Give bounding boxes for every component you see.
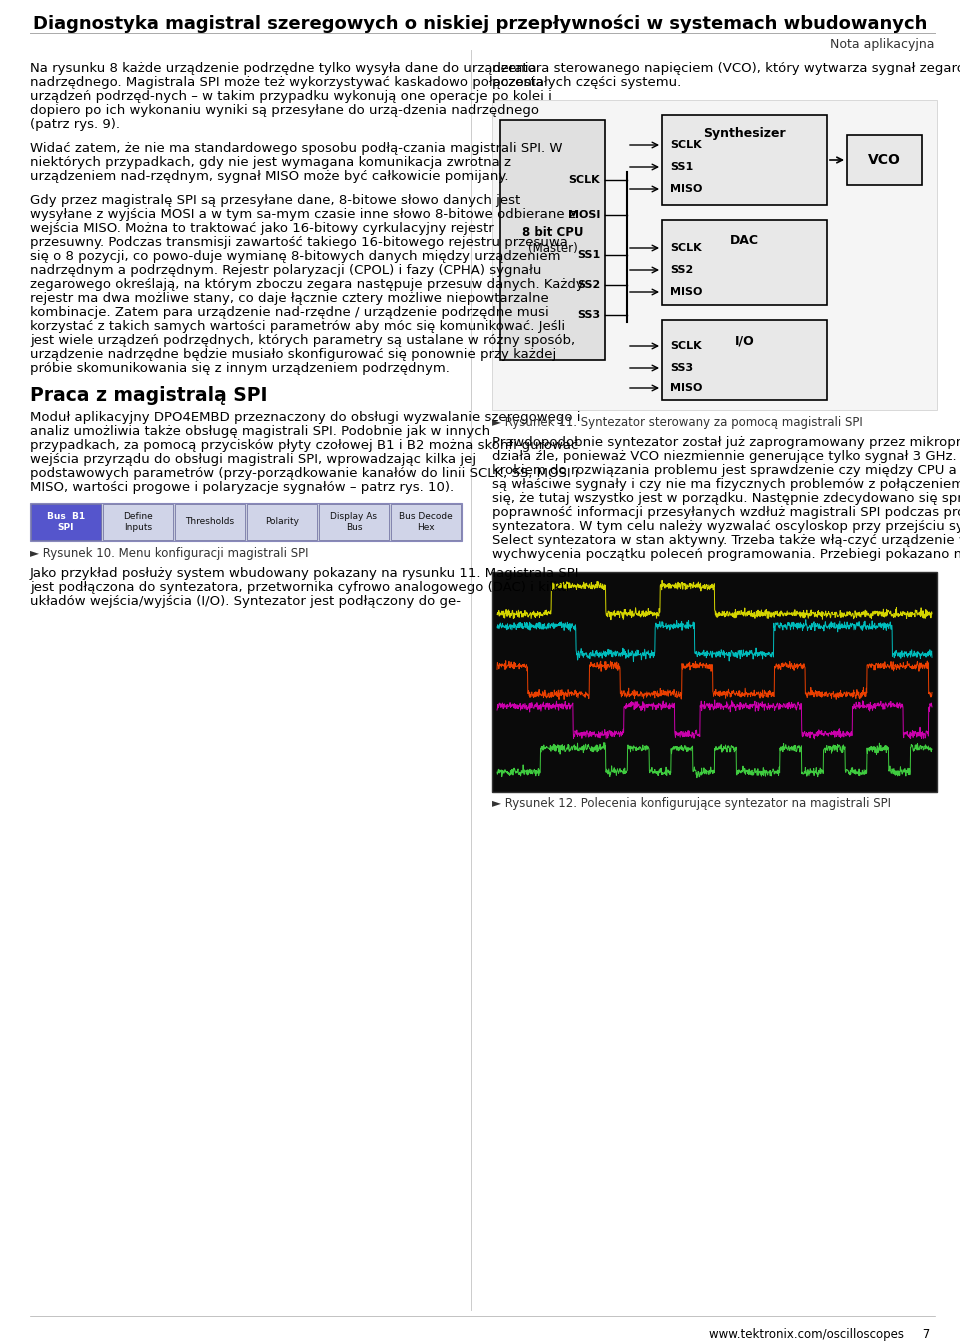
Text: przesuwny. Podczas transmisji zawartość takiego 16-bitowego rejestru przesuwa: przesuwny. Podczas transmisji zawartość … — [30, 236, 568, 249]
Text: pozostałych części systemu.: pozostałych części systemu. — [492, 76, 682, 89]
Text: nadrzędnego. Magistrala SPI może też wykorzystywać kaskadowo połączenia: nadrzędnego. Magistrala SPI może też wyk… — [30, 76, 543, 89]
Text: układów wejścia/wyjścia (I/O). Syntezator jest podłączony do ge-: układów wejścia/wyjścia (I/O). Syntezato… — [30, 595, 461, 607]
Text: SCLK: SCLK — [670, 243, 702, 253]
Text: SS1: SS1 — [577, 249, 600, 260]
Text: Diagnostyka magistral szeregowych o niskiej przepływności w systemach wbudowanyc: Diagnostyka magistral szeregowych o nisk… — [33, 13, 927, 32]
Text: www.tektronix.com/oscilloscopes     7: www.tektronix.com/oscilloscopes 7 — [708, 1328, 930, 1341]
Text: poprawność informacji przesyłanych wzdłuż magistrali SPI podczas programowania: poprawność informacji przesyłanych wzdłu… — [492, 506, 960, 519]
Text: Bus  B1
SPI: Bus B1 SPI — [47, 512, 85, 531]
FancyBboxPatch shape — [662, 220, 827, 304]
Text: MISO: MISO — [670, 287, 703, 296]
Text: działa źle, ponieważ VCO niezmiennie generujące tylko sygnał 3 GHz. Pierwszym: działa źle, ponieważ VCO niezmiennie gen… — [492, 451, 960, 463]
Text: Bus Decode
Hex: Bus Decode Hex — [399, 512, 453, 531]
Text: I/O: I/O — [734, 334, 755, 347]
Text: (patrz rys. 9).: (patrz rys. 9). — [30, 118, 120, 131]
Text: korzystać z takich samych wartości parametrów aby móc się komunikować. Jeśli: korzystać z takich samych wartości param… — [30, 320, 565, 333]
Text: są właściwe sygnały i czy nie ma fizycznych problemów z połączeniem. Okazało: są właściwe sygnały i czy nie ma fizyczn… — [492, 477, 960, 491]
Text: Praca z magistralą SPI: Praca z magistralą SPI — [30, 386, 268, 405]
Text: Define
Inputs: Define Inputs — [123, 512, 153, 531]
Text: przypadkach, za pomocą przycisków płyty czołowej B1 i B2 można skonfi-gurować: przypadkach, za pomocą przycisków płyty … — [30, 439, 578, 452]
Text: neratora sterowanego napięciem (VCO), który wytwarza sygnał zegarowy 2,5 GHz dla: neratora sterowanego napięciem (VCO), kt… — [492, 62, 960, 75]
Text: rejestr ma dwa możliwe stany, co daje łącznie cztery możliwe niepowtarzalne: rejestr ma dwa możliwe stany, co daje łą… — [30, 292, 549, 304]
Text: się, że tutaj wszystko jest w porządku. Następnie zdecydowano się sprawdzić: się, że tutaj wszystko jest w porządku. … — [492, 492, 960, 506]
Text: VCO: VCO — [868, 153, 900, 168]
Text: Prawdopodobnie syntezator został już zaprogramowany przez mikroprocesor, ale coś: Prawdopodobnie syntezator został już zap… — [492, 436, 960, 449]
Text: Polarity: Polarity — [265, 518, 299, 527]
Text: ► Rysunek 12. Polecenia konfigurujące syntezator na magistrali SPI: ► Rysunek 12. Polecenia konfigurujące sy… — [492, 797, 891, 810]
Text: 8 bit CPU: 8 bit CPU — [521, 225, 584, 239]
FancyBboxPatch shape — [662, 115, 827, 205]
Text: MISO, wartości progowe i polaryzacje sygnałów – patrz rys. 10).: MISO, wartości progowe i polaryzacje syg… — [30, 481, 454, 493]
FancyBboxPatch shape — [319, 504, 389, 540]
Text: Display As
Bus: Display As Bus — [330, 512, 377, 531]
FancyBboxPatch shape — [500, 119, 605, 359]
FancyBboxPatch shape — [175, 504, 245, 540]
FancyBboxPatch shape — [492, 101, 937, 410]
FancyBboxPatch shape — [391, 504, 461, 540]
Text: ► Rysunek 11. Syntezator sterowany za pomocą magistrali SPI: ► Rysunek 11. Syntezator sterowany za po… — [492, 416, 863, 429]
Text: urządzenie nadrzędne będzie musiało skonfigurować się ponownie przy każdej: urządzenie nadrzędne będzie musiało skon… — [30, 349, 556, 361]
Text: wychwycenia początku poleceń programowania. Przebiegi pokazano na rysunku 12.: wychwycenia początku poleceń programowan… — [492, 548, 960, 561]
Text: Moduł aplikacyjny DPO4EMBD przeznaczony do obsługi wyzwalanie szeregowego i: Moduł aplikacyjny DPO4EMBD przeznaczony … — [30, 410, 581, 424]
Text: Thresholds: Thresholds — [185, 518, 234, 527]
Text: ► Rysunek 10. Menu konfiguracji magistrali SPI: ► Rysunek 10. Menu konfiguracji magistra… — [30, 547, 308, 561]
Text: wejścia przyrządu do obsługi magistrali SPI, wprowadzając kilka jej: wejścia przyrządu do obsługi magistrali … — [30, 453, 476, 465]
Text: Gdy przez magistralę SPI są przesyłane dane, 8-bitowe słowo danych jest: Gdy przez magistralę SPI są przesyłane d… — [30, 194, 520, 207]
Text: próbie skomunikowania się z innym urządzeniem podrzędnym.: próbie skomunikowania się z innym urządz… — [30, 362, 450, 375]
Text: krokiem do rozwiązania problemu jest sprawdzenie czy między CPU a syntezatorem: krokiem do rozwiązania problemu jest spr… — [492, 464, 960, 477]
FancyBboxPatch shape — [247, 504, 317, 540]
Text: SCLK: SCLK — [670, 341, 702, 351]
Text: SS3: SS3 — [670, 363, 693, 373]
Text: MISO: MISO — [670, 184, 703, 194]
Text: urządzeń podrzęd-nych – w takim przypadku wykonują one operacje po kolei i: urządzeń podrzęd-nych – w takim przypadk… — [30, 90, 552, 103]
FancyBboxPatch shape — [30, 503, 462, 540]
Text: zegarowego określają, na którym zboczu zegara następuje przesuw danych. Każdy: zegarowego określają, na którym zboczu z… — [30, 278, 584, 291]
Text: analiz umożliwia także obsługę magistrali SPI. Podobnie jak w innych: analiz umożliwia także obsługę magistral… — [30, 425, 491, 439]
FancyBboxPatch shape — [847, 135, 922, 185]
Text: Na rysunku 8 każde urządzenie podrzędne tylko wysyła dane do urządzenia: Na rysunku 8 każde urządzenie podrzędne … — [30, 62, 537, 75]
Text: SS2: SS2 — [577, 280, 600, 290]
FancyBboxPatch shape — [662, 320, 827, 400]
Text: urządzeniem nad-rzędnym, sygnał MISO może być całkowicie pomijany.: urządzeniem nad-rzędnym, sygnał MISO moż… — [30, 170, 509, 182]
Text: MOSI: MOSI — [567, 211, 600, 220]
Text: Jako przykład posłuży system wbudowany pokazany na rysunku 11. Magistrala SPI: Jako przykład posłuży system wbudowany p… — [30, 567, 580, 579]
Text: nadrzędnym a podrzędnym. Rejestr polaryzacji (CPOL) i fazy (CPHA) sygnału: nadrzędnym a podrzędnym. Rejestr polaryz… — [30, 264, 541, 278]
FancyBboxPatch shape — [31, 504, 101, 540]
Text: Widać zatem, że nie ma standardowego sposobu podłą-czania magistrali SPI. W: Widać zatem, że nie ma standardowego spo… — [30, 142, 563, 156]
Text: SS1: SS1 — [670, 162, 693, 172]
Text: Select syntezatora w stan aktywny. Trzeba także włą-czyć urządzenie w celu: Select syntezatora w stan aktywny. Trzeb… — [492, 534, 960, 547]
Text: SCLK: SCLK — [670, 139, 702, 150]
Text: syntezatora. W tym celu należy wyzwalać oscyloskop przy przejściu sygnału Slave: syntezatora. W tym celu należy wyzwalać … — [492, 520, 960, 532]
Text: DAC: DAC — [730, 233, 759, 247]
FancyBboxPatch shape — [492, 573, 937, 793]
Text: kombinacje. Zatem para urządzenie nad-rzędne / urządzenie podrzędne musi: kombinacje. Zatem para urządzenie nad-rz… — [30, 306, 549, 319]
Text: wysyłane z wyjścia MOSI a w tym sa-mym czasie inne słowo 8-bitowe odbierane z: wysyłane z wyjścia MOSI a w tym sa-mym c… — [30, 208, 576, 221]
Text: wejścia MISO. Można to traktować jako 16-bitowy cyrkulacyjny rejestr: wejścia MISO. Można to traktować jako 16… — [30, 223, 493, 235]
Text: jest podłączona do syntezatora, przetwornika cyfrowo analogowego (DAC) i kilku: jest podłączona do syntezatora, przetwor… — [30, 581, 569, 594]
Text: się o 8 pozycji, co powo-duje wymianę 8-bitowych danych między urządzeniem: się o 8 pozycji, co powo-duje wymianę 8-… — [30, 249, 561, 263]
Text: dopiero po ich wykonaniu wyniki są przesyłane do urzą-dzenia nadrzędnego: dopiero po ich wykonaniu wyniki są przes… — [30, 105, 539, 117]
Text: Nota aplikacyjna: Nota aplikacyjna — [830, 38, 935, 51]
Text: SS3: SS3 — [577, 310, 600, 320]
Text: SCLK: SCLK — [568, 174, 600, 185]
Text: podstawowych parametrów (przy-porządkowanie kanałów do linii SCLK, SS, MOSI i: podstawowych parametrów (przy-porządkowa… — [30, 467, 579, 480]
Text: SS2: SS2 — [670, 266, 693, 275]
Text: Synthesizer: Synthesizer — [703, 127, 786, 139]
Text: niektórych przypadkach, gdy nie jest wymagana komunikacja zwrotna z: niektórych przypadkach, gdy nie jest wym… — [30, 156, 511, 169]
FancyBboxPatch shape — [103, 504, 173, 540]
Text: (Master): (Master) — [528, 241, 577, 255]
Text: jest wiele urządzeń podrzędnych, których parametry są ustalane w różny sposób,: jest wiele urządzeń podrzędnych, których… — [30, 334, 575, 347]
Text: MISO: MISO — [670, 384, 703, 393]
